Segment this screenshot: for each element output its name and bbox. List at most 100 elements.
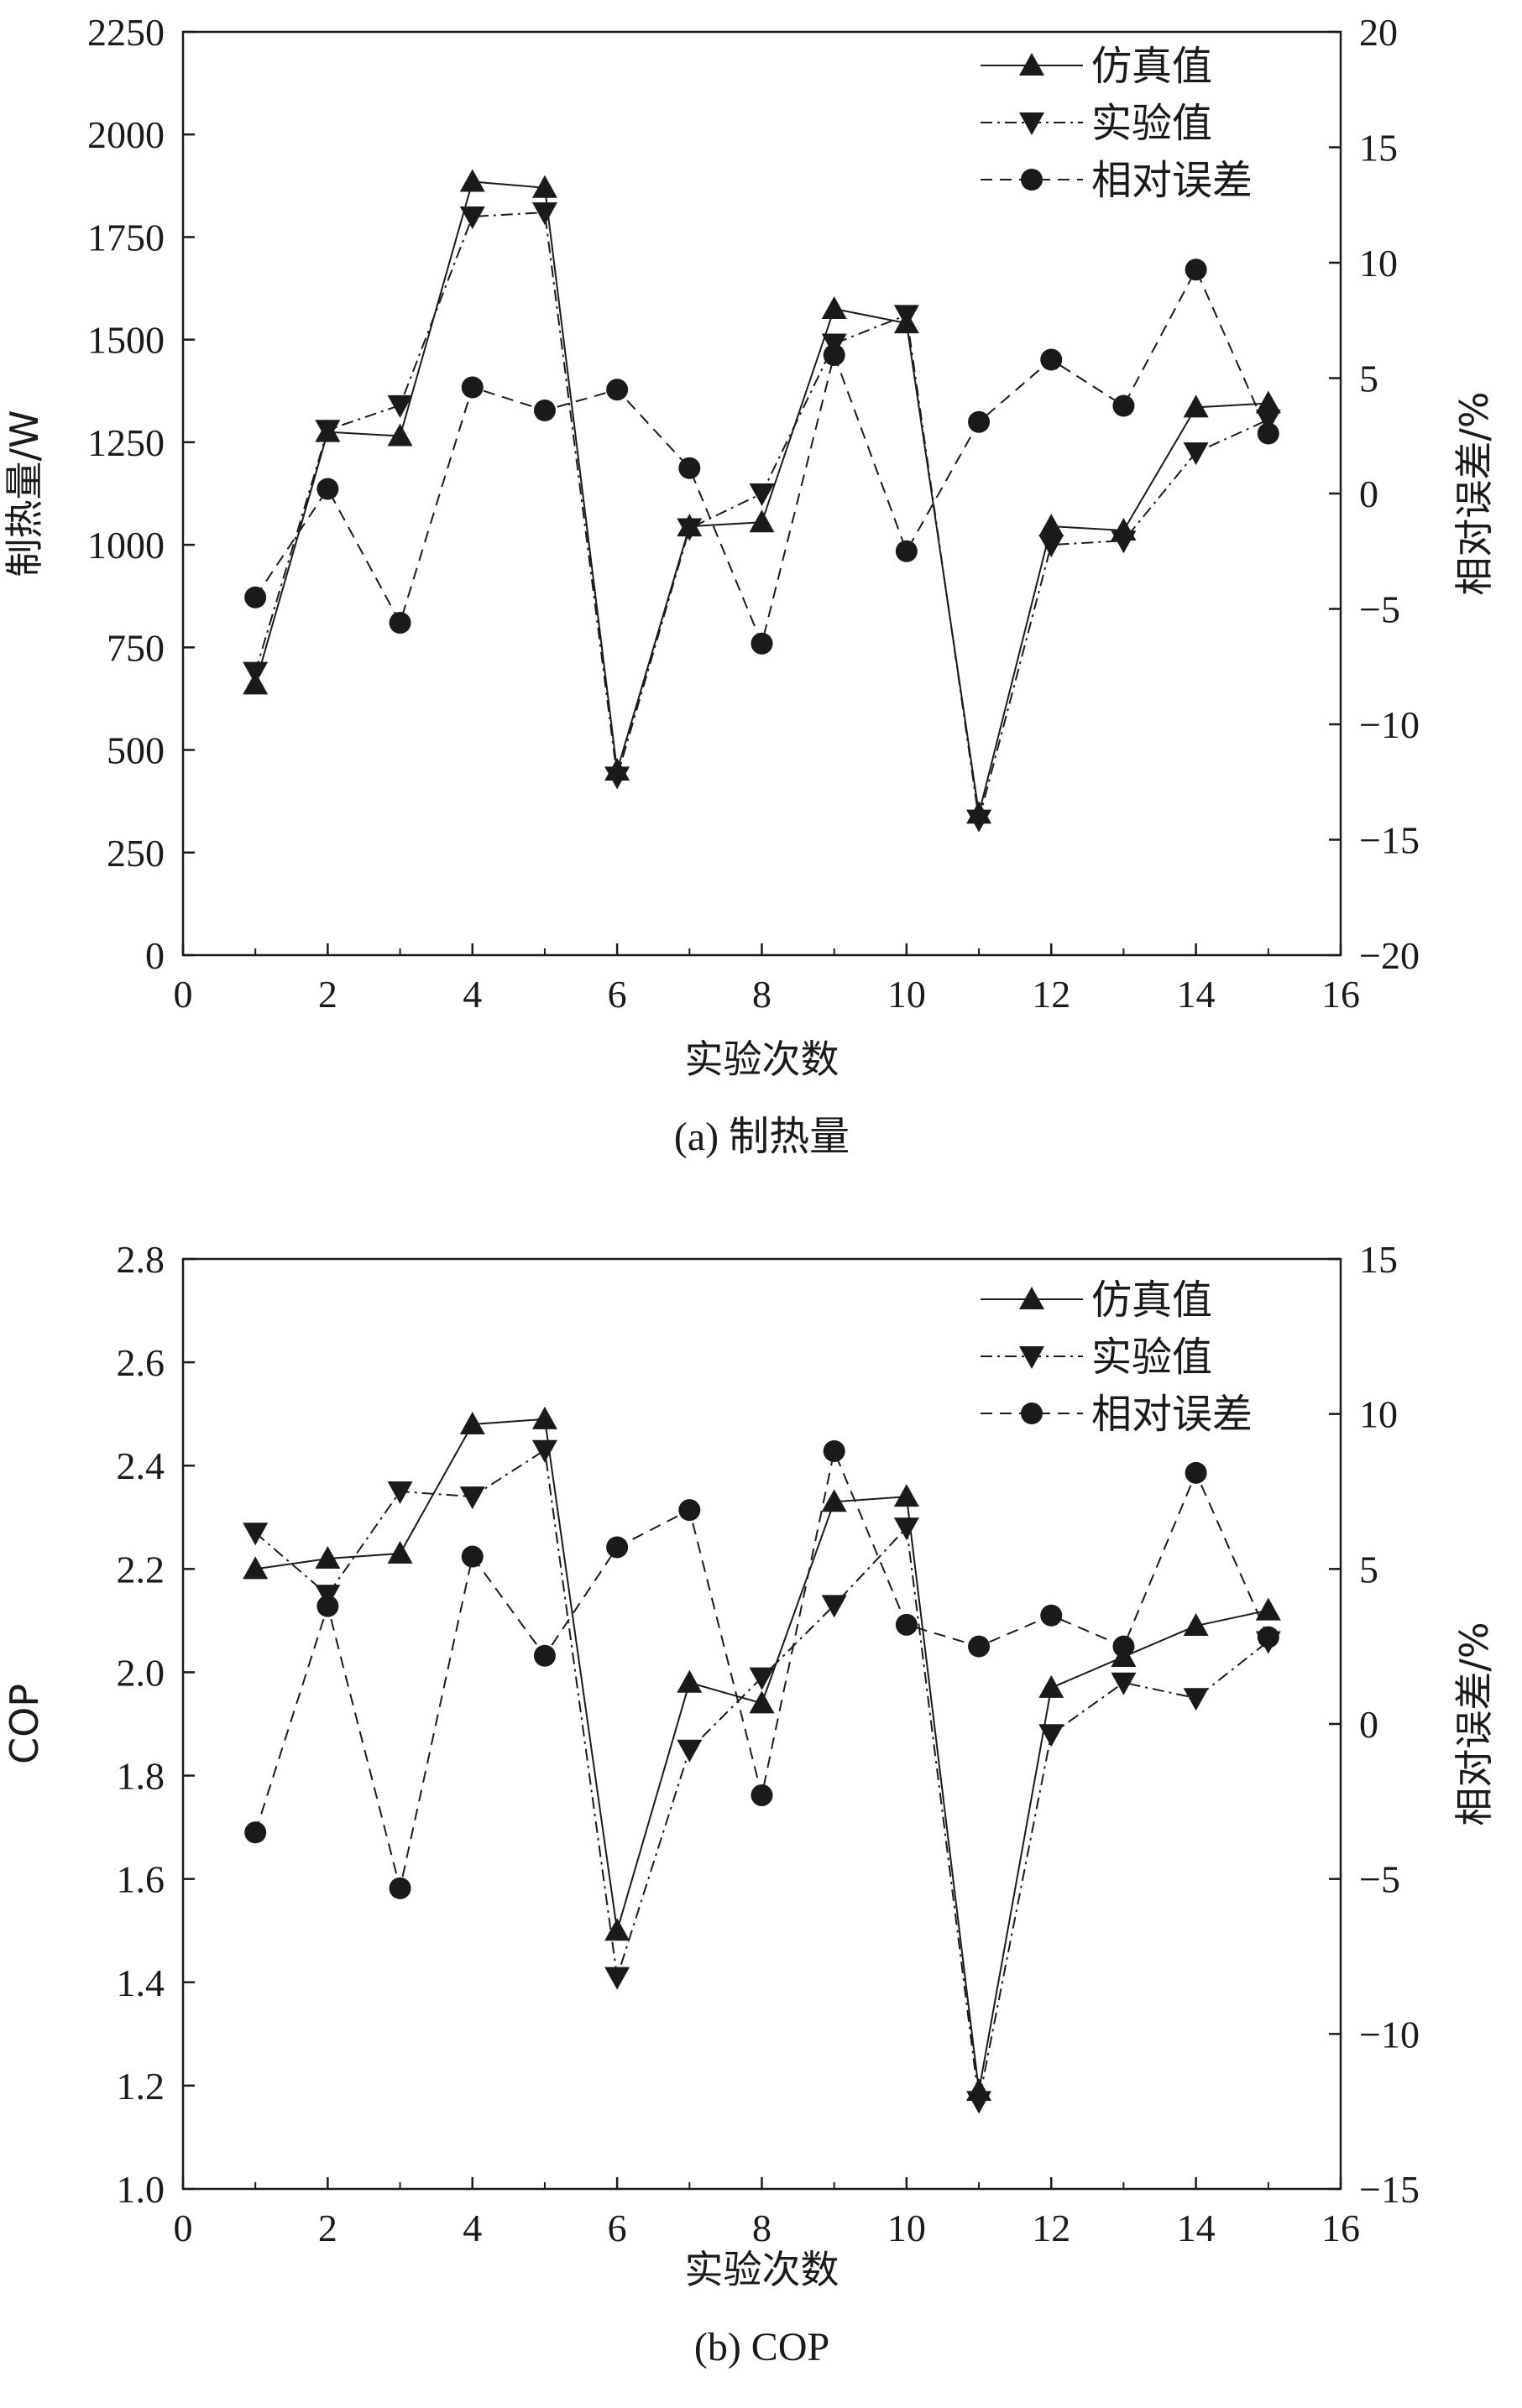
data-point xyxy=(604,766,630,790)
x-tick-label: 16 xyxy=(1321,973,1360,1016)
data-point xyxy=(316,1595,339,1617)
data-point xyxy=(1257,422,1279,445)
data-point xyxy=(895,540,918,562)
y-tick-label: 500 xyxy=(107,729,165,772)
series-3 xyxy=(244,1439,1279,1899)
data-point xyxy=(1255,410,1281,432)
data-point xyxy=(387,1481,413,1504)
data-point xyxy=(821,1595,847,1618)
data-point xyxy=(459,1411,485,1434)
y-tick-label: 2.4 xyxy=(117,1444,165,1487)
x-tick-label: 8 xyxy=(752,2207,771,2249)
data-point xyxy=(1185,1461,1207,1484)
data-point xyxy=(677,1739,703,1763)
y2-tick-label: 15 xyxy=(1359,1238,1398,1281)
data-point xyxy=(1038,1674,1064,1698)
legend-marker xyxy=(1019,112,1044,135)
x-tick-label: 14 xyxy=(1177,973,1216,1016)
legend-marker xyxy=(1019,1287,1044,1309)
x-tick-label: 2 xyxy=(318,2207,337,2249)
data-point xyxy=(1111,1672,1137,1695)
data-point xyxy=(243,661,269,685)
data-point xyxy=(1112,394,1135,417)
x-tick-label: 14 xyxy=(1177,2207,1216,2249)
y2-tick-label: 10 xyxy=(1359,242,1398,285)
data-point xyxy=(749,1667,775,1690)
x-tick-label: 4 xyxy=(463,2207,482,2249)
data-point xyxy=(1112,1635,1135,1658)
x-tick-label: 0 xyxy=(174,2207,193,2249)
chart-caption: (a) 制热量 xyxy=(674,1115,850,1159)
y2-tick-label: 5 xyxy=(1359,358,1378,400)
data-point xyxy=(531,202,557,226)
y-tick-label: 1750 xyxy=(87,216,165,259)
data-point xyxy=(823,344,845,366)
data-point xyxy=(966,2091,992,2114)
data-point xyxy=(749,509,775,533)
data-point xyxy=(749,483,775,506)
y-tick-label: 1.4 xyxy=(117,1961,165,2004)
data-point xyxy=(893,1484,919,1507)
y-tick-label: 1.8 xyxy=(117,1755,165,1798)
series-2 xyxy=(243,1439,1281,2114)
series-1 xyxy=(243,1406,1281,2102)
data-point xyxy=(749,1690,775,1714)
y2-tick-label: −15 xyxy=(1359,819,1420,862)
y-tick-label: 1000 xyxy=(87,524,165,567)
legend-label: 实验值 xyxy=(1091,100,1212,147)
legend-marker xyxy=(1021,169,1043,191)
data-point xyxy=(968,410,991,433)
x-tick-label: 10 xyxy=(887,973,926,1016)
y-tick-label: 2250 xyxy=(87,11,165,54)
data-point xyxy=(316,478,339,500)
y-tick-label: 1.2 xyxy=(117,2065,165,2108)
series-1 xyxy=(243,169,1281,824)
data-point xyxy=(893,305,919,328)
y-tick-label: 1.0 xyxy=(117,2168,165,2211)
x-tick-label: 0 xyxy=(174,973,193,1016)
data-point xyxy=(1040,1604,1063,1627)
data-point xyxy=(751,632,773,655)
y2-tick-label: −10 xyxy=(1359,2013,1420,2055)
data-point xyxy=(1038,535,1064,558)
data-point xyxy=(606,1536,629,1559)
y2-tick-label: 0 xyxy=(1359,1703,1378,1746)
y-axis-label: 制热量/W xyxy=(2,410,47,577)
legend-label: 仿真值 xyxy=(1091,43,1212,90)
legend-marker xyxy=(1019,53,1044,76)
y-tick-label: 1250 xyxy=(87,421,165,464)
data-point xyxy=(461,1545,484,1568)
series-line xyxy=(254,267,1269,646)
data-point xyxy=(1185,259,1207,281)
legend-marker xyxy=(1021,1402,1043,1424)
data-point xyxy=(244,1821,267,1844)
y2-tick-label: −5 xyxy=(1359,1858,1400,1901)
series-line xyxy=(254,1449,1269,2102)
y2-tick-label: −5 xyxy=(1359,588,1400,631)
legend-label: 仿真值 xyxy=(1091,1277,1212,1324)
y2-tick-label: −20 xyxy=(1359,934,1420,977)
data-point xyxy=(533,400,556,421)
data-point xyxy=(315,1546,341,1570)
chart-panel-b: 0 2 4 6 8 10 12 14 16 1.0 1.2 1.4 1.6 1.8 2.0 2.2 2.4 2.6… xyxy=(2,1238,1497,2369)
data-point xyxy=(1038,1724,1064,1747)
data-point xyxy=(244,586,267,609)
x-tick-label: 2 xyxy=(318,973,337,1016)
data-point xyxy=(243,1556,269,1580)
series-2 xyxy=(243,202,1281,833)
data-point xyxy=(531,1439,557,1463)
y2-tick-label: 20 xyxy=(1359,11,1398,54)
data-point xyxy=(893,1517,919,1541)
data-point xyxy=(1183,394,1209,418)
x-tick-label: 12 xyxy=(1032,2207,1070,2249)
data-point xyxy=(1183,1688,1209,1711)
data-point xyxy=(1255,390,1281,414)
data-point xyxy=(1040,348,1063,371)
data-point xyxy=(389,612,411,634)
data-point xyxy=(677,1669,703,1693)
legend-label: 相对误差 xyxy=(1091,1391,1253,1438)
data-point xyxy=(389,1877,411,1899)
data-point xyxy=(1255,1597,1281,1621)
data-point xyxy=(678,457,701,479)
data-point xyxy=(459,206,485,229)
